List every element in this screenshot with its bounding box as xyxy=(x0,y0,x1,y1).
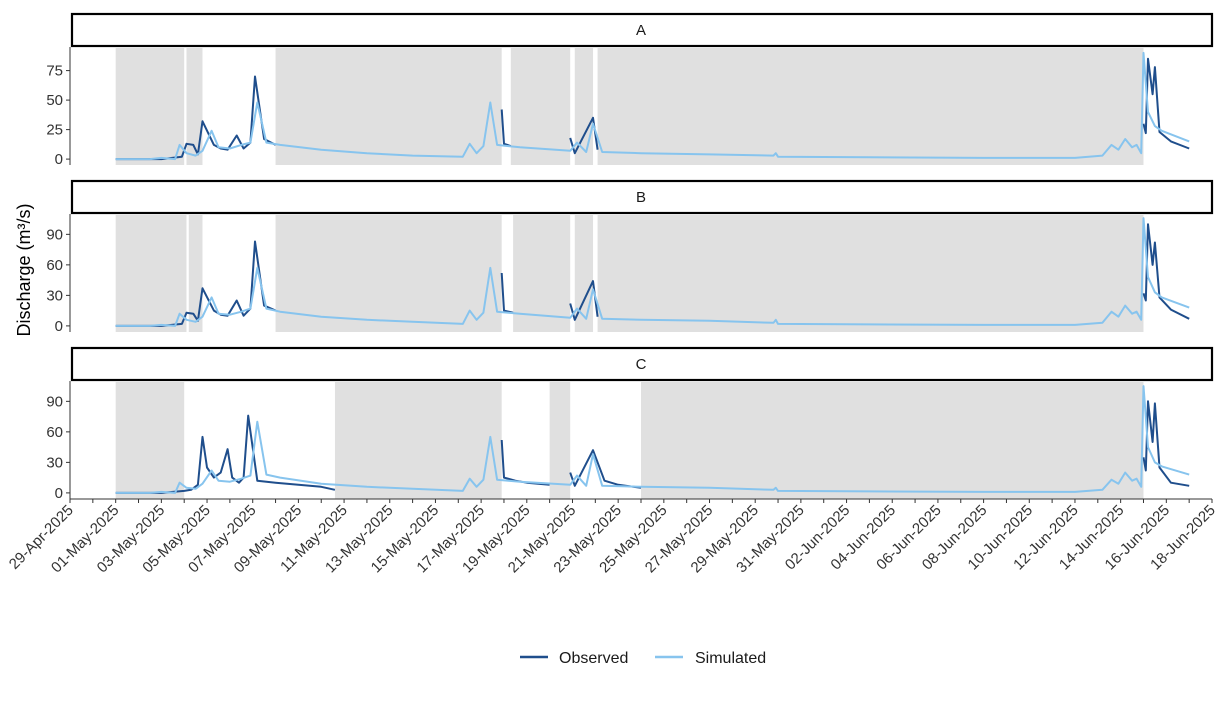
y-tick-label: 25 xyxy=(46,122,63,139)
series-line-observed xyxy=(500,272,514,314)
shaded-period xyxy=(115,48,185,165)
series-line-observed xyxy=(500,439,550,486)
series-line-observed xyxy=(569,449,642,489)
y-tick-label: 60 xyxy=(46,257,63,274)
panel-strip-label: C xyxy=(636,356,647,373)
series-line-simulated xyxy=(115,217,1190,327)
legend: Observed Simulated xyxy=(520,650,766,667)
shaded-period xyxy=(597,215,1144,332)
series-line-observed xyxy=(115,414,336,494)
series-line-simulated xyxy=(115,385,1190,494)
shaded-period xyxy=(641,382,1144,499)
series-line-observed xyxy=(1142,223,1190,320)
y-tick-label: 0 xyxy=(55,485,63,502)
panel-a: A 0 25 50 75 xyxy=(46,12,1214,168)
x-axis: 29-Apr-202501-May-202503-May-202505-May-… xyxy=(6,498,1219,576)
shaded-period xyxy=(186,48,203,165)
shaded-period xyxy=(549,382,571,499)
series-line-observed xyxy=(1142,400,1190,487)
shaded-period xyxy=(574,215,594,332)
y-tick-label: 0 xyxy=(55,318,63,335)
y-tick-label: 50 xyxy=(46,92,63,109)
panel-strip xyxy=(70,179,1214,215)
panel-b: B 0 30 60 90 xyxy=(46,179,1214,335)
legend-label-simulated: Simulated xyxy=(695,650,766,667)
y-tick-label: 0 xyxy=(55,151,63,168)
shaded-period xyxy=(275,215,502,332)
series-line-simulated xyxy=(115,51,1190,161)
y-tick-label: 90 xyxy=(46,393,63,410)
panel-strip-label: B xyxy=(636,189,646,206)
shaded-period xyxy=(115,382,185,499)
shaded-period xyxy=(334,382,502,499)
panel-strip-label: A xyxy=(636,22,646,39)
panel-c: C 0 30 60 90 xyxy=(46,346,1214,502)
shaded-period xyxy=(275,48,502,165)
y-tick-label: 30 xyxy=(46,454,63,471)
shaded-period xyxy=(188,215,203,332)
y-axis-label: Discharge (m³/s) xyxy=(14,203,34,336)
y-tick-label: 90 xyxy=(46,226,63,243)
panel-strip xyxy=(70,12,1214,48)
y-tick-label: 30 xyxy=(46,287,63,304)
panel-strip xyxy=(70,346,1214,382)
series-line-observed xyxy=(500,109,512,148)
shaded-period xyxy=(513,215,571,332)
legend-label-observed: Observed xyxy=(559,650,628,667)
shaded-period xyxy=(574,48,594,165)
y-tick-label: 60 xyxy=(46,424,63,441)
shaded-period xyxy=(510,48,571,165)
y-tick-label: 75 xyxy=(46,63,63,80)
shaded-period xyxy=(115,215,187,332)
series-line-observed xyxy=(1142,57,1190,150)
shaded-period xyxy=(597,48,1144,165)
